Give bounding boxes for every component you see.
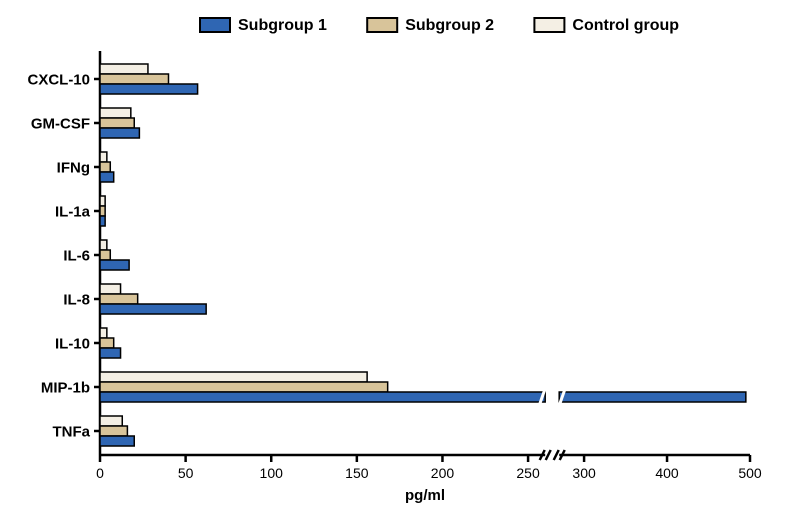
bar-CXCL-10-control — [100, 64, 148, 74]
x-tick-label-100: 100 — [260, 465, 284, 481]
y-label-MIP-1b: MIP-1b — [41, 379, 90, 396]
bar-GM-CSF-control — [100, 108, 131, 118]
bar-IL-8-subgroup2 — [100, 294, 138, 304]
bar-TNFa-control — [100, 416, 122, 426]
bar-IL-1a-subgroup1 — [100, 216, 105, 226]
bar-MIP-1b-subgroup2 — [100, 382, 388, 392]
legend-swatch-subgroup2 — [367, 18, 397, 32]
bar-IL-6-subgroup1 — [100, 260, 129, 270]
x-tick-label-0: 0 — [96, 465, 104, 481]
bar-TNFa-subgroup2 — [100, 426, 127, 436]
bar-GM-CSF-subgroup2 — [100, 118, 134, 128]
bar-IL-1a-subgroup2 — [100, 206, 105, 216]
y-label-IL-6: IL-6 — [63, 247, 90, 264]
x-tick-label-300: 300 — [572, 465, 596, 481]
x-tick-label-250: 250 — [516, 465, 540, 481]
x-tick-label-400: 400 — [655, 465, 679, 481]
bar-IL-10-subgroup2 — [100, 338, 114, 348]
x-axis-label: pg/ml — [405, 487, 445, 504]
bar-IFNg-subgroup1 — [100, 172, 114, 182]
x-tick-label-500: 500 — [738, 465, 762, 481]
bar-IL-6-subgroup2 — [100, 250, 110, 260]
y-label-IL-10: IL-10 — [55, 335, 90, 352]
legend-swatch-control — [534, 18, 564, 32]
legend-label-subgroup2: Subgroup 2 — [405, 17, 494, 34]
chart-container: Subgroup 1 Subgroup 2 Control group 0 50 100 1… — [0, 0, 800, 520]
bar-IL-6-control — [100, 240, 107, 250]
bar-IL-10-control — [100, 328, 107, 338]
legend-label-control: Control group — [572, 17, 679, 34]
legend-swatch-subgroup1 — [200, 18, 230, 32]
y-label-GM-CSF: GM-CSF — [31, 115, 90, 132]
bar-CXCL-10-subgroup2 — [100, 74, 168, 84]
bar-TNFa-subgroup1 — [100, 436, 134, 446]
legend-label-subgroup1: Subgroup 1 — [238, 17, 327, 34]
bar-MIP-1b-subgroup1-seg1 — [100, 392, 545, 402]
bar-IL-8-subgroup1 — [100, 304, 206, 314]
bar-GM-CSF-subgroup1 — [100, 128, 139, 138]
bar-IFNg-subgroup2 — [100, 162, 110, 172]
bar-IL-8-control — [100, 284, 121, 294]
x-tick-label-50: 50 — [178, 465, 194, 481]
bar-IL-1a-control — [100, 196, 105, 206]
y-label-IFNg: IFNg — [57, 159, 90, 176]
chart-svg: Subgroup 1 Subgroup 2 Control group 0 50 100 1… — [0, 0, 800, 520]
legend: Subgroup 1 Subgroup 2 Control group — [200, 17, 679, 34]
bar-MIP-1b-subgroup1-seg2 — [559, 392, 746, 402]
bar-IL-10-subgroup1 — [100, 348, 121, 358]
x-tick-label-150: 150 — [345, 465, 369, 481]
y-label-IL-1a: IL-1a — [55, 203, 91, 220]
x-tick-label-200: 200 — [431, 465, 455, 481]
y-label-TNFa: TNFa — [53, 423, 91, 440]
bar-CXCL-10-subgroup1 — [100, 84, 198, 94]
y-label-IL-8: IL-8 — [63, 291, 90, 308]
y-label-CXCL-10: CXCL-10 — [27, 71, 90, 88]
bar-MIP-1b-control — [100, 372, 367, 382]
bar-IFNg-control — [100, 152, 107, 162]
